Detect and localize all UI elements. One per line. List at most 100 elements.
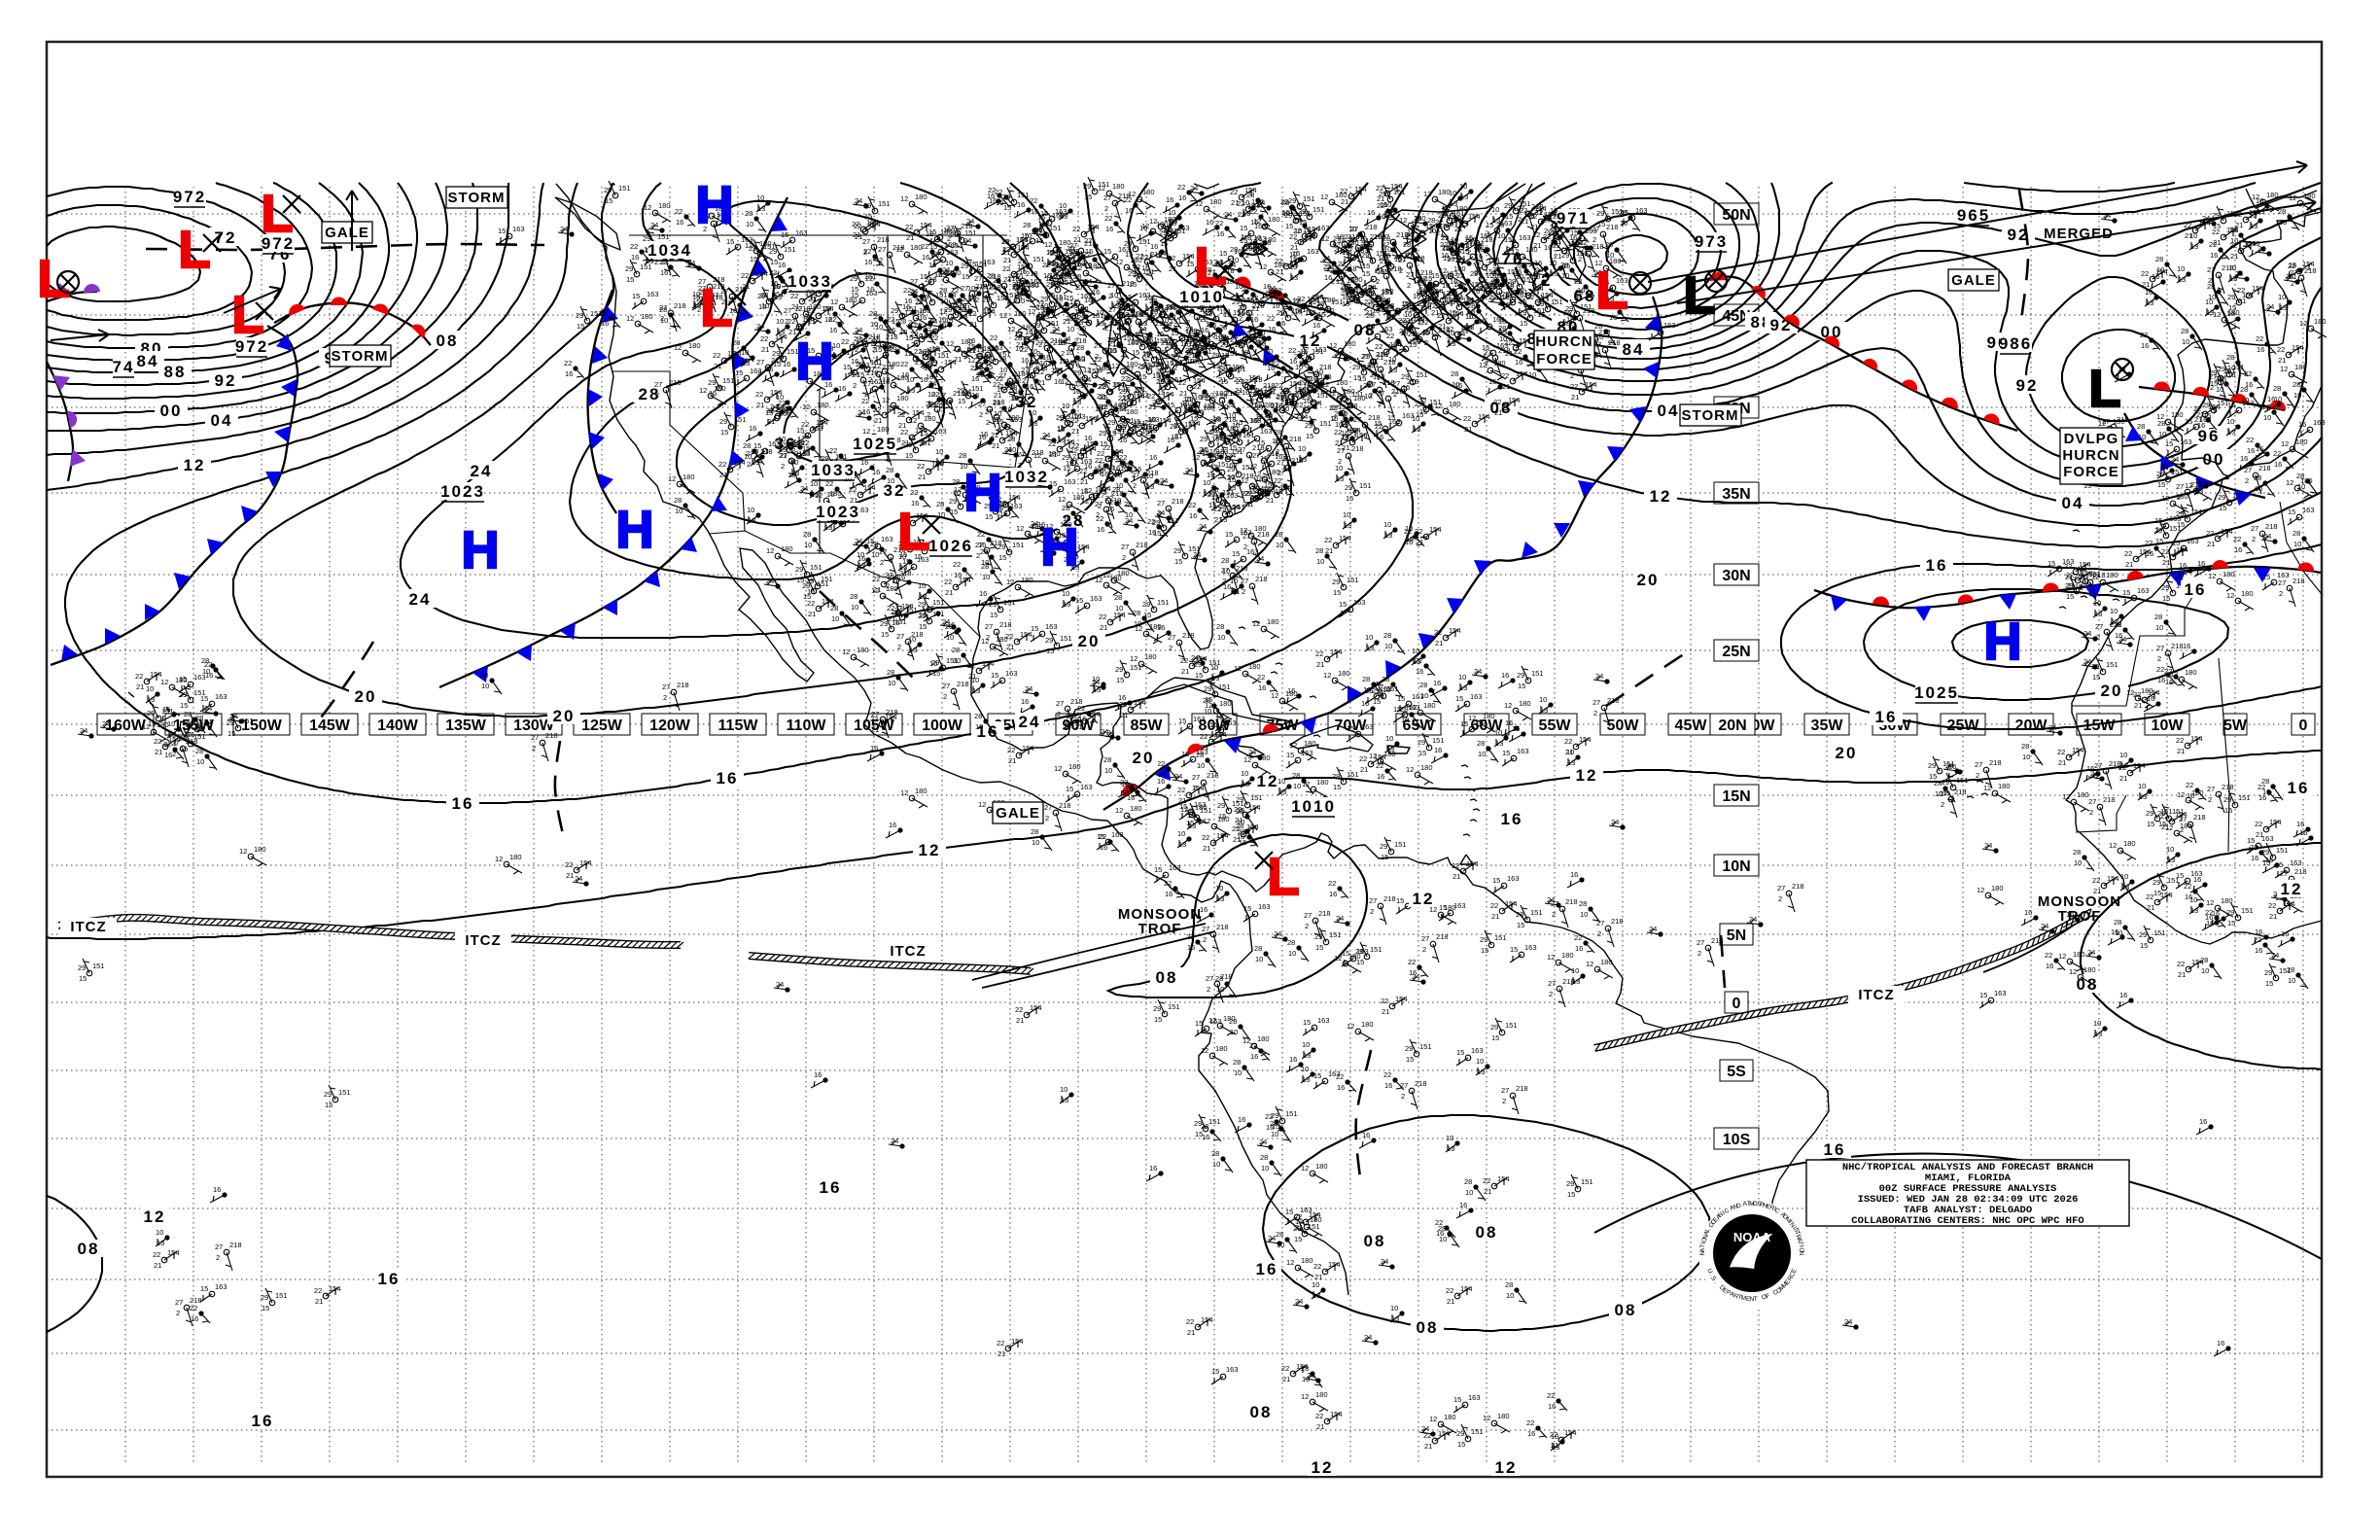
svg-text:H: H bbox=[616, 501, 654, 559]
svg-text:16: 16 bbox=[1501, 810, 1523, 828]
svg-text:1033: 1033 bbox=[788, 272, 832, 291]
svg-text:HURCN: HURCN bbox=[2062, 447, 2119, 464]
svg-text:145W: 145W bbox=[309, 718, 351, 734]
svg-text:130W: 130W bbox=[513, 718, 555, 734]
svg-text:08: 08 bbox=[1364, 1232, 1386, 1250]
svg-text:986: 986 bbox=[1999, 334, 2032, 353]
svg-text:1010: 1010 bbox=[1291, 797, 1336, 816]
svg-text:GALE: GALE bbox=[325, 225, 369, 241]
svg-text:35W: 35W bbox=[1811, 718, 1844, 734]
svg-text:ITCZ: ITCZ bbox=[890, 943, 926, 960]
svg-text:115W: 115W bbox=[718, 718, 759, 734]
svg-text:160W: 160W bbox=[105, 718, 147, 734]
svg-text:5W: 5W bbox=[2223, 718, 2248, 734]
svg-text:1023: 1023 bbox=[440, 482, 485, 501]
svg-text:140W: 140W bbox=[377, 718, 419, 734]
svg-text:24: 24 bbox=[471, 462, 493, 480]
svg-text:1033: 1033 bbox=[811, 461, 856, 479]
svg-text:12: 12 bbox=[2281, 880, 2303, 898]
svg-text:12: 12 bbox=[1413, 890, 1435, 908]
svg-text:HURCN: HURCN bbox=[1535, 333, 1592, 350]
svg-text:08: 08 bbox=[437, 332, 459, 350]
svg-text:20W: 20W bbox=[2015, 718, 2048, 734]
svg-text:25W: 25W bbox=[1947, 718, 1980, 734]
svg-text:00: 00 bbox=[1821, 323, 1843, 341]
svg-text:1034: 1034 bbox=[648, 241, 692, 260]
svg-text:50W: 50W bbox=[1607, 718, 1640, 734]
svg-text:FORCE: FORCE bbox=[2063, 464, 2119, 480]
svg-text:25N: 25N bbox=[1722, 644, 1750, 660]
svg-text:971: 971 bbox=[1557, 209, 1590, 228]
svg-text:12: 12 bbox=[919, 841, 941, 859]
svg-text:45W: 45W bbox=[1675, 718, 1708, 734]
svg-text:FORCE: FORCE bbox=[1536, 351, 1592, 368]
svg-text:972: 972 bbox=[173, 188, 206, 206]
svg-text:TROF: TROF bbox=[1138, 921, 1182, 937]
svg-text:12: 12 bbox=[184, 456, 206, 474]
svg-text:10S: 10S bbox=[1723, 1132, 1751, 1148]
svg-text:L: L bbox=[701, 279, 733, 337]
svg-text:DVLPG: DVLPG bbox=[2064, 431, 2119, 447]
svg-text:50N: 50N bbox=[1722, 207, 1750, 224]
svg-text:20: 20 bbox=[355, 687, 377, 706]
svg-text:04: 04 bbox=[2062, 494, 2084, 512]
svg-text:08: 08 bbox=[1476, 1223, 1498, 1242]
svg-text:84: 84 bbox=[1623, 340, 1645, 359]
svg-text:32: 32 bbox=[884, 481, 906, 500]
svg-text:110W: 110W bbox=[787, 718, 827, 734]
svg-text:16: 16 bbox=[2288, 779, 2310, 797]
svg-text:1026: 1026 bbox=[928, 537, 973, 555]
svg-text:16: 16 bbox=[717, 769, 739, 788]
svg-text:15N: 15N bbox=[1722, 788, 1750, 805]
svg-text:35N: 35N bbox=[1722, 486, 1750, 503]
svg-text:08: 08 bbox=[78, 1240, 100, 1258]
svg-text:12: 12 bbox=[144, 1208, 166, 1226]
svg-text:1025: 1025 bbox=[853, 435, 897, 453]
svg-text:92: 92 bbox=[215, 371, 237, 390]
svg-text:N: N bbox=[1798, 1251, 1804, 1256]
svg-text:16: 16 bbox=[2185, 580, 2207, 599]
svg-text:H: H bbox=[964, 464, 1002, 522]
svg-text:ITCZ: ITCZ bbox=[70, 919, 106, 935]
svg-text:10N: 10N bbox=[1722, 858, 1750, 875]
svg-text:20N: 20N bbox=[1718, 718, 1746, 734]
svg-text:125W: 125W bbox=[581, 718, 623, 734]
svg-text:ITCZ: ITCZ bbox=[465, 932, 501, 949]
svg-text:30N: 30N bbox=[1722, 568, 1750, 584]
svg-text:16: 16 bbox=[820, 1178, 842, 1197]
svg-text:20: 20 bbox=[1078, 632, 1101, 650]
svg-text:NOAA: NOAA bbox=[1733, 1230, 1771, 1244]
svg-text:0: 0 bbox=[2299, 718, 2308, 734]
svg-text:H: H bbox=[462, 521, 500, 579]
svg-text:08: 08 bbox=[1156, 968, 1178, 987]
svg-text:L: L bbox=[1268, 848, 1300, 906]
svg-text:16: 16 bbox=[1875, 708, 1898, 726]
svg-text:1023: 1023 bbox=[816, 503, 860, 521]
svg-text:12: 12 bbox=[1257, 772, 1279, 790]
svg-text:1032: 1032 bbox=[1004, 468, 1049, 486]
svg-text:00: 00 bbox=[2203, 450, 2225, 469]
svg-text:0: 0 bbox=[1732, 996, 1741, 1012]
svg-text:88: 88 bbox=[164, 363, 187, 381]
svg-text:972: 972 bbox=[262, 234, 295, 253]
svg-text:16: 16 bbox=[378, 1270, 401, 1288]
svg-text:16: 16 bbox=[1256, 1260, 1278, 1278]
svg-text:STORM: STORM bbox=[332, 348, 389, 365]
svg-text:TROF: TROF bbox=[2058, 908, 2102, 925]
svg-text:GALE: GALE bbox=[1951, 272, 1996, 289]
svg-text:GALE: GALE bbox=[996, 805, 1040, 822]
svg-text:12: 12 bbox=[1312, 1458, 1334, 1477]
svg-text:1010: 1010 bbox=[1179, 288, 1224, 306]
svg-text:08: 08 bbox=[2077, 975, 2099, 994]
svg-text:20: 20 bbox=[553, 707, 576, 725]
svg-text:04: 04 bbox=[1658, 402, 1680, 420]
svg-text:28: 28 bbox=[639, 385, 661, 403]
svg-text:16: 16 bbox=[1824, 1140, 1846, 1159]
svg-text:20: 20 bbox=[1836, 744, 1858, 762]
svg-text:H: H bbox=[1041, 518, 1079, 577]
svg-text:973: 973 bbox=[1695, 232, 1728, 251]
svg-text:16: 16 bbox=[252, 1412, 274, 1430]
svg-text:ITCZ: ITCZ bbox=[1858, 987, 1894, 1003]
svg-text:20: 20 bbox=[1637, 571, 1660, 589]
svg-text:12: 12 bbox=[1576, 766, 1598, 785]
